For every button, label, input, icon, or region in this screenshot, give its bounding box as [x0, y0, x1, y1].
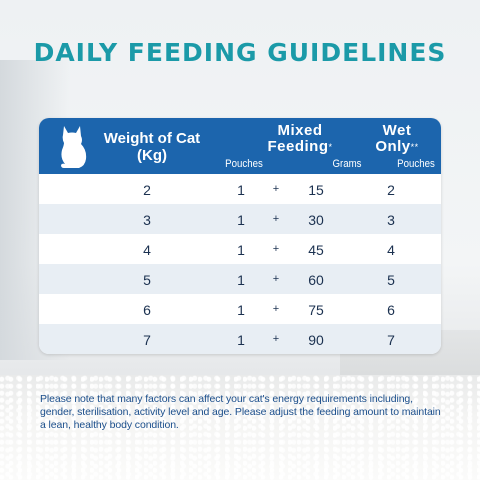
cell-plus: +: [272, 243, 280, 255]
cell-weight: 2: [143, 182, 151, 198]
cell-grams: 45: [308, 242, 324, 258]
header-mixed-line2: Feeding: [267, 138, 329, 155]
table-row: 3 1 + 30 3: [39, 204, 441, 234]
cell-weight: 3: [143, 212, 151, 228]
table-row: 6 1 + 75 6: [39, 294, 441, 324]
page-title: DAILY FEEDING GUIDELINES: [33, 38, 447, 67]
header-wet-only: Wet Only**: [357, 123, 437, 155]
cell-plus: +: [272, 183, 280, 195]
cell-weight: 7: [143, 332, 151, 348]
cell-grams: 90: [308, 332, 324, 348]
cat-silhouette-icon: [61, 126, 87, 168]
footnote: Please note that many factors can affect…: [40, 393, 441, 431]
cell-plus: +: [272, 303, 280, 315]
table-row: 5 1 + 60 5: [39, 264, 441, 294]
background-carpet: [0, 375, 480, 480]
cell-grams: 30: [308, 212, 324, 228]
cell-weight: 5: [143, 272, 151, 288]
cell-weight: 6: [143, 302, 151, 318]
header-wet-mark: **: [410, 142, 419, 152]
cell-grams: 60: [308, 272, 324, 288]
header-weight-line2: (Kg): [137, 147, 167, 164]
cell-pouches: 1: [237, 332, 245, 348]
cell-wet-pouches: 3: [387, 212, 395, 228]
cell-pouches: 1: [237, 302, 245, 318]
table-body: 2 1 + 15 2 3 1 + 30 3 4 1 + 45 4 5 1 + 6…: [39, 174, 441, 354]
cell-grams: 75: [308, 302, 324, 318]
header-mixed-mark: *: [328, 142, 333, 152]
cell-wet-pouches: 2: [387, 182, 395, 198]
cell-plus: +: [272, 213, 280, 225]
subheader-grams: Grams: [332, 158, 362, 170]
subheader-pouches-mixed: Pouches: [225, 158, 263, 170]
cell-pouches: 1: [237, 242, 245, 258]
cell-wet-pouches: 6: [387, 302, 395, 318]
header-mixed-line1: Mixed: [277, 122, 323, 139]
header-wet-line2: Only: [375, 138, 411, 155]
cell-wet-pouches: 4: [387, 242, 395, 258]
table-row: 4 1 + 45 4: [39, 234, 441, 264]
cell-pouches: 1: [237, 272, 245, 288]
subheader-pouches-wet: Pouches: [397, 158, 435, 170]
header-mixed-feeding: Mixed Feeding*: [245, 123, 355, 155]
cell-wet-pouches: 7: [387, 332, 395, 348]
table-header: Weight of Cat (Kg) Mixed Feeding* Wet On…: [39, 118, 441, 174]
cell-plus: +: [272, 273, 280, 285]
header-wet-line1: Wet: [382, 122, 412, 139]
cell-plus: +: [272, 333, 280, 345]
cell-pouches: 1: [237, 182, 245, 198]
table-row: 2 1 + 15 2: [39, 174, 441, 204]
table-row: 7 1 + 90 7: [39, 324, 441, 354]
header-weight-line1: Weight of Cat: [103, 130, 201, 147]
feeding-table: Weight of Cat (Kg) Mixed Feeding* Wet On…: [39, 118, 441, 354]
cell-grams: 15: [308, 182, 324, 198]
header-weight: Weight of Cat (Kg): [91, 130, 213, 164]
cell-weight: 4: [143, 242, 151, 258]
cell-wet-pouches: 5: [387, 272, 395, 288]
cell-pouches: 1: [237, 212, 245, 228]
